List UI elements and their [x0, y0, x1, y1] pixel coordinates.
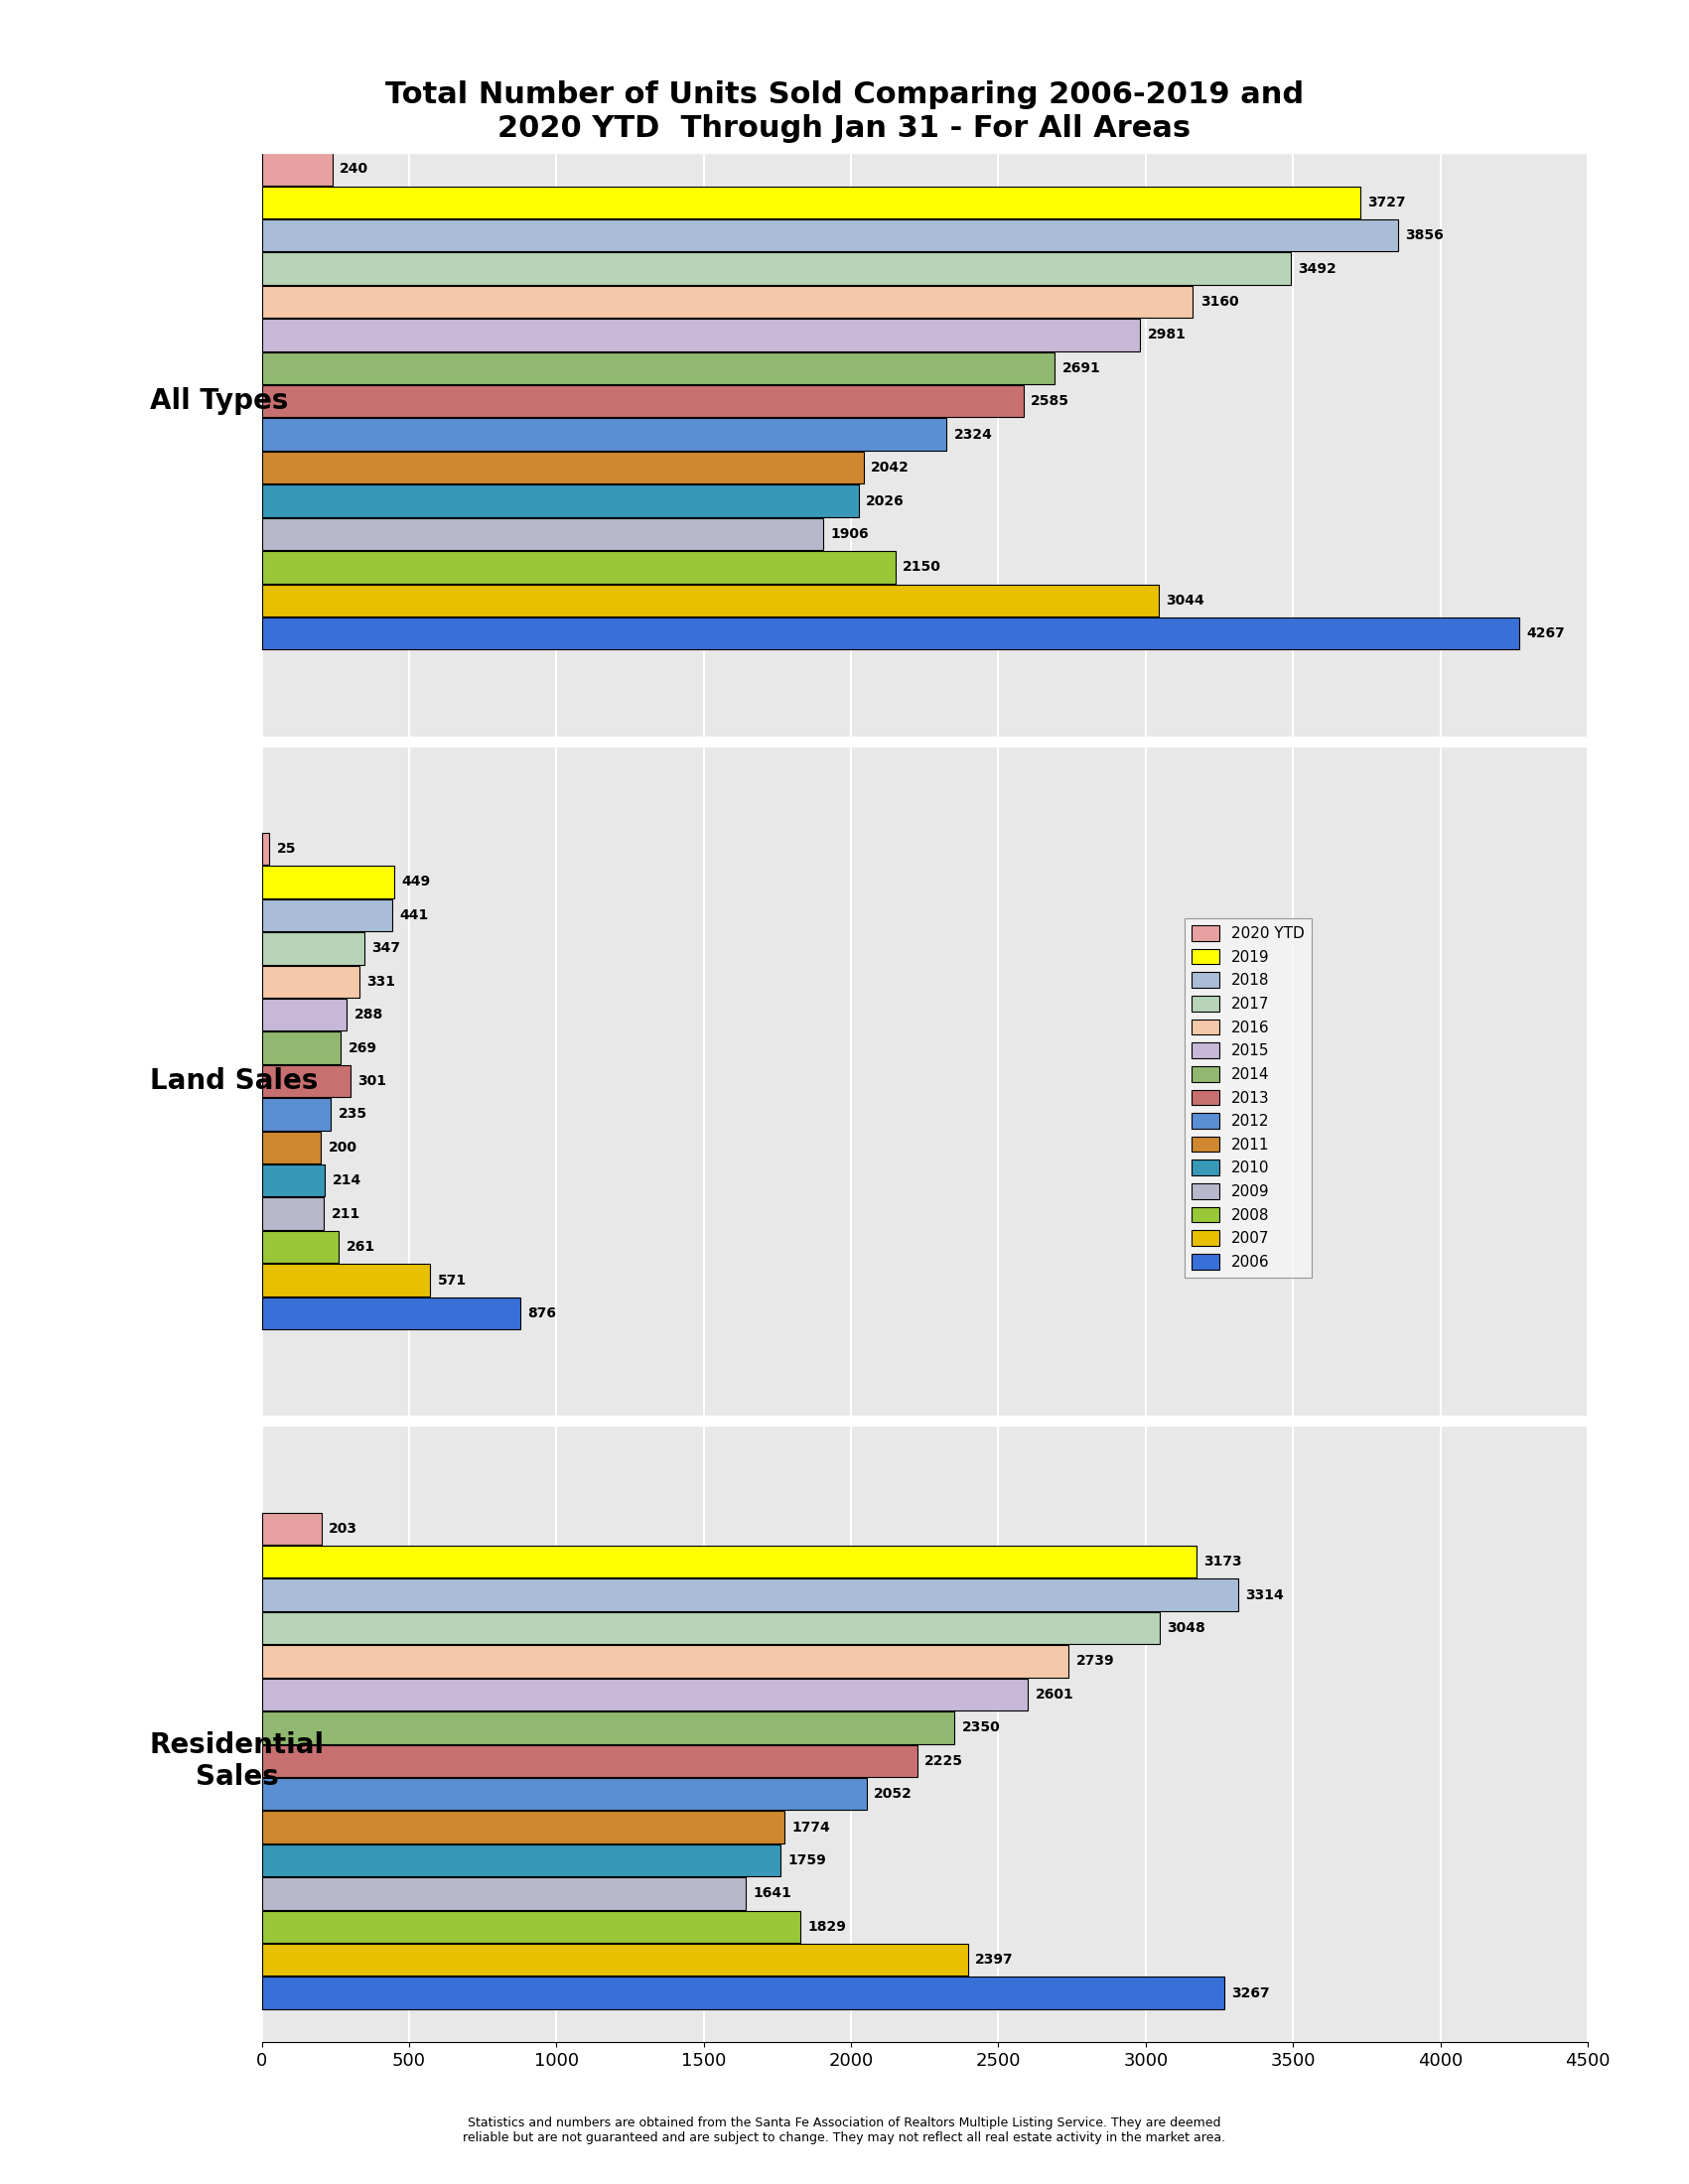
Bar	[262, 1164, 324, 1197]
Bar	[262, 1645, 1069, 1677]
Bar	[262, 618, 1518, 649]
Text: 200: 200	[328, 1140, 356, 1155]
Text: 211: 211	[331, 1208, 360, 1221]
Text: 1641: 1641	[753, 1887, 790, 1900]
Text: 2739: 2739	[1076, 1653, 1115, 1669]
Bar	[262, 186, 1360, 218]
Text: 2397: 2397	[976, 1952, 1013, 1968]
Text: 3492: 3492	[1299, 262, 1336, 275]
Text: 3727: 3727	[1368, 194, 1405, 210]
Text: Land Sales: Land Sales	[150, 1068, 318, 1094]
Text: 2225: 2225	[926, 1754, 963, 1767]
Legend: 2020 YTD, 2019, 2018, 2017, 2016, 2015, 2014, 2013, 2012, 2011, 2010, 2009, 2008: 2020 YTD, 2019, 2018, 2017, 2016, 2015, …	[1184, 917, 1312, 1278]
Text: 2585: 2585	[1030, 395, 1069, 408]
Bar	[262, 1514, 321, 1544]
Bar	[262, 1546, 1198, 1577]
Bar	[262, 1677, 1029, 1710]
Text: 347: 347	[372, 941, 400, 954]
Text: 1774: 1774	[792, 1819, 831, 1835]
Text: 203: 203	[329, 1522, 358, 1535]
Bar	[262, 153, 333, 186]
Bar	[262, 452, 863, 485]
Text: 4267: 4267	[1527, 627, 1564, 640]
Text: 441: 441	[399, 909, 427, 922]
Bar	[262, 1811, 784, 1843]
Text: 269: 269	[348, 1042, 377, 1055]
Bar	[262, 1745, 917, 1778]
Bar	[262, 1944, 968, 1977]
Text: 301: 301	[358, 1075, 387, 1088]
Bar	[262, 120, 1588, 153]
Text: 3048: 3048	[1167, 1621, 1206, 1636]
Bar	[262, 900, 392, 930]
Text: 261: 261	[346, 1241, 375, 1254]
Text: 3314: 3314	[1245, 1588, 1284, 1601]
Bar	[262, 1099, 331, 1131]
Bar	[262, 1878, 745, 1909]
Text: 2691: 2691	[1062, 360, 1101, 376]
Text: 876: 876	[527, 1306, 556, 1321]
Bar	[262, 1265, 431, 1297]
Bar	[262, 585, 1159, 616]
Bar	[262, 1612, 1160, 1645]
Text: 3856: 3856	[1405, 229, 1444, 242]
Text: 214: 214	[333, 1173, 361, 1188]
Text: Total Number of Units Sold Comparing 2006-2019 and
2020 YTD  Through Jan 31 - Fo: Total Number of Units Sold Comparing 200…	[385, 81, 1304, 142]
Bar	[262, 485, 858, 518]
Bar	[262, 965, 360, 998]
Bar	[262, 419, 946, 450]
Bar	[262, 218, 1398, 251]
Bar	[262, 1579, 1238, 1612]
Bar	[262, 286, 1192, 319]
Text: Statistics and numbers are obtained from the Santa Fe Association of Realtors Mu: Statistics and numbers are obtained from…	[463, 2116, 1226, 2145]
Text: 25: 25	[277, 841, 296, 856]
Bar	[262, 1232, 339, 1262]
Bar	[262, 384, 1024, 417]
Bar	[262, 1911, 801, 1944]
Text: 2052: 2052	[873, 1787, 912, 1802]
Text: 571: 571	[437, 1273, 466, 1286]
Bar	[262, 1778, 866, 1811]
Text: 2042: 2042	[872, 461, 909, 474]
Bar	[262, 1712, 954, 1743]
Text: 2150: 2150	[902, 561, 941, 574]
Text: 331: 331	[367, 974, 395, 989]
Text: 2026: 2026	[866, 494, 905, 509]
Text: 1759: 1759	[787, 1854, 826, 1867]
Bar	[262, 1977, 1225, 2009]
Text: 240: 240	[339, 162, 368, 177]
Text: 288: 288	[355, 1007, 383, 1022]
Bar	[262, 1843, 780, 1876]
Bar	[262, 1031, 341, 1064]
Text: Residential
Sales: Residential Sales	[150, 1732, 324, 1791]
Text: 449: 449	[402, 876, 431, 889]
Bar	[262, 550, 895, 583]
Bar	[262, 865, 394, 898]
Text: 235: 235	[338, 1107, 367, 1120]
Bar	[262, 253, 1290, 284]
Text: 2324: 2324	[954, 428, 993, 441]
Text: 3173: 3173	[1204, 1555, 1243, 1568]
Bar	[262, 1297, 520, 1330]
Bar	[262, 352, 1054, 384]
Text: 3160: 3160	[1201, 295, 1238, 308]
Text: 2350: 2350	[961, 1721, 1000, 1734]
Text: 1906: 1906	[831, 526, 870, 542]
Bar	[262, 933, 365, 965]
Bar	[262, 1131, 321, 1164]
Bar	[262, 832, 269, 865]
Text: 3044: 3044	[1165, 594, 1204, 607]
Text: 2981: 2981	[1147, 328, 1186, 343]
Bar	[262, 998, 346, 1031]
Text: 1829: 1829	[807, 1920, 846, 1933]
Text: 3267: 3267	[1231, 1985, 1270, 2001]
Bar	[262, 518, 823, 550]
Text: 2601: 2601	[1035, 1688, 1074, 1701]
Bar	[262, 1197, 324, 1230]
Bar	[262, 1066, 351, 1096]
Text: All Types: All Types	[150, 387, 289, 415]
Bar	[262, 319, 1140, 352]
